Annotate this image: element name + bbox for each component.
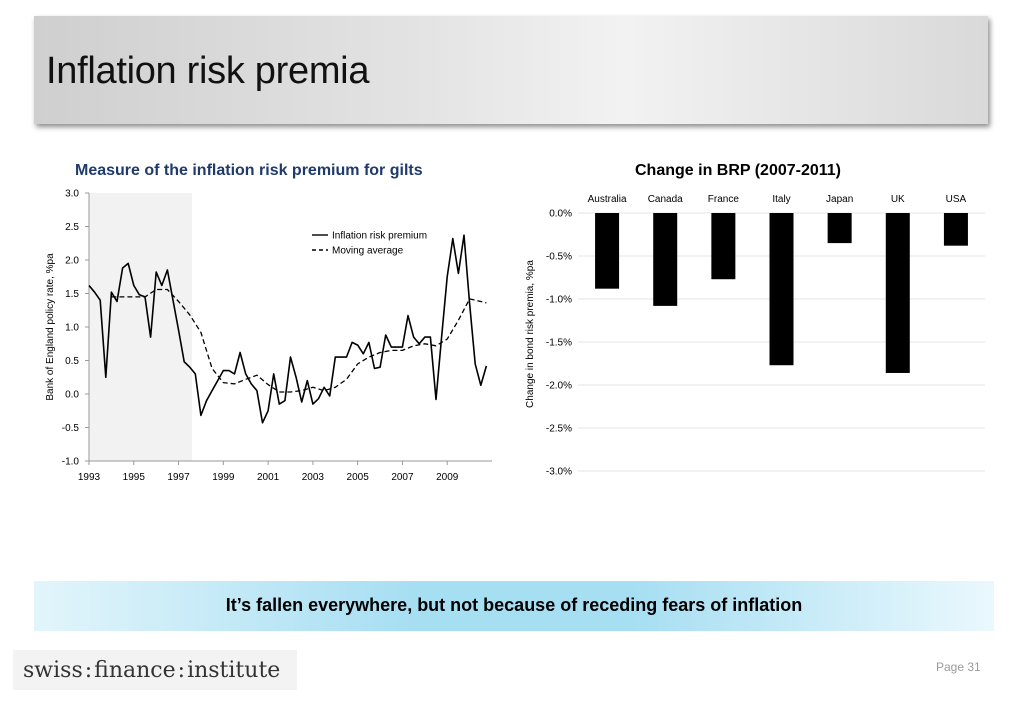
logo-word-1: swiss: [23, 657, 83, 683]
x-tick-label: 2001: [257, 472, 280, 483]
category-label: Canada: [648, 194, 683, 205]
logo-separator: :: [84, 657, 93, 683]
y-tick-label: -1.0: [62, 457, 80, 468]
y-axis-label: Change in bond risk premia, %pa: [525, 260, 536, 408]
category-label: Japan: [826, 194, 853, 205]
shaded-region: [89, 193, 192, 461]
series-line-inflation-risk-premium: [88, 234, 488, 424]
category-label: USA: [946, 194, 967, 205]
y-tick-label: -3.0%: [546, 467, 572, 478]
legend-label: Moving average: [332, 246, 404, 257]
line-chart: 3.0 2.5 2.0 1.5 1.0 0.5 0.0 -0.5 -1.0 1993 1995 199…: [45, 189, 492, 483]
page-number: Page 31: [936, 660, 981, 674]
title-banner: Inflation risk premia: [34, 16, 988, 124]
swiss-finance-institute-logo: swiss: finance: institute: [13, 650, 297, 690]
category-label: Italy: [772, 194, 790, 205]
y-tick-label: 2.5: [65, 222, 79, 233]
takeaway-text: It’s fallen everywhere, but not because …: [225, 595, 803, 615]
y-tick-label: -0.5%: [546, 252, 572, 263]
x-tick-label: 2003: [302, 472, 325, 483]
x-tick-label: 1997: [167, 472, 190, 483]
y-tick-label: -0.5: [62, 423, 80, 434]
y-tick-label: 1.0: [65, 323, 79, 334]
y-tick-label: -1.5%: [546, 338, 572, 349]
right-chart-title: Change in BRP (2007-2011): [635, 162, 842, 179]
logo-word-2: finance: [94, 657, 176, 683]
bar-usa: [943, 213, 968, 246]
takeaway-banner: It’s fallen everywhere, but not because …: [34, 581, 994, 631]
x-tick-label: 1993: [78, 472, 101, 483]
y-tick-label: -2.5%: [546, 424, 572, 435]
x-tick-label: 2009: [436, 472, 459, 483]
y-tick-label: 0.0: [65, 390, 79, 401]
bar-canada: [653, 213, 678, 306]
y-tick-label: 0.5: [65, 356, 79, 367]
logo-word-3: institute: [187, 657, 281, 683]
x-tick-label: 2005: [347, 472, 370, 483]
y-tick-label: 3.0: [65, 189, 79, 200]
bar-uk: [885, 213, 910, 373]
bar-italy: [769, 213, 794, 366]
category-label: Australia: [588, 194, 627, 205]
y-tick-label: 2.0: [65, 256, 79, 267]
bar-france: [711, 213, 736, 280]
left-chart-title: Measure of the inflation risk premium fo…: [75, 162, 423, 179]
y-tick-label: 0.0%: [549, 209, 572, 220]
slide-title: Inflation risk premia: [46, 50, 370, 92]
y-tick-label: 1.5: [65, 289, 79, 300]
category-label: France: [708, 194, 740, 205]
legend-label: Inflation risk premium: [332, 231, 427, 242]
bar-australia: [595, 213, 620, 289]
y-tick-label: -1.0%: [546, 295, 572, 306]
logo-separator: :: [177, 657, 186, 683]
category-label: UK: [891, 194, 905, 205]
bar-japan: [827, 213, 852, 244]
x-tick-label: 1999: [212, 472, 235, 483]
x-tick-label: 1995: [123, 472, 146, 483]
y-tick-label: -2.0%: [546, 381, 572, 392]
bar-chart: 0.0% -0.5% -1.0% -1.5% -2.0% -2.5% -3.0% Austra…: [525, 194, 985, 478]
y-axis-label: Bank of England policy rate, %pa: [45, 253, 56, 401]
x-tick-label: 2007: [391, 472, 414, 483]
